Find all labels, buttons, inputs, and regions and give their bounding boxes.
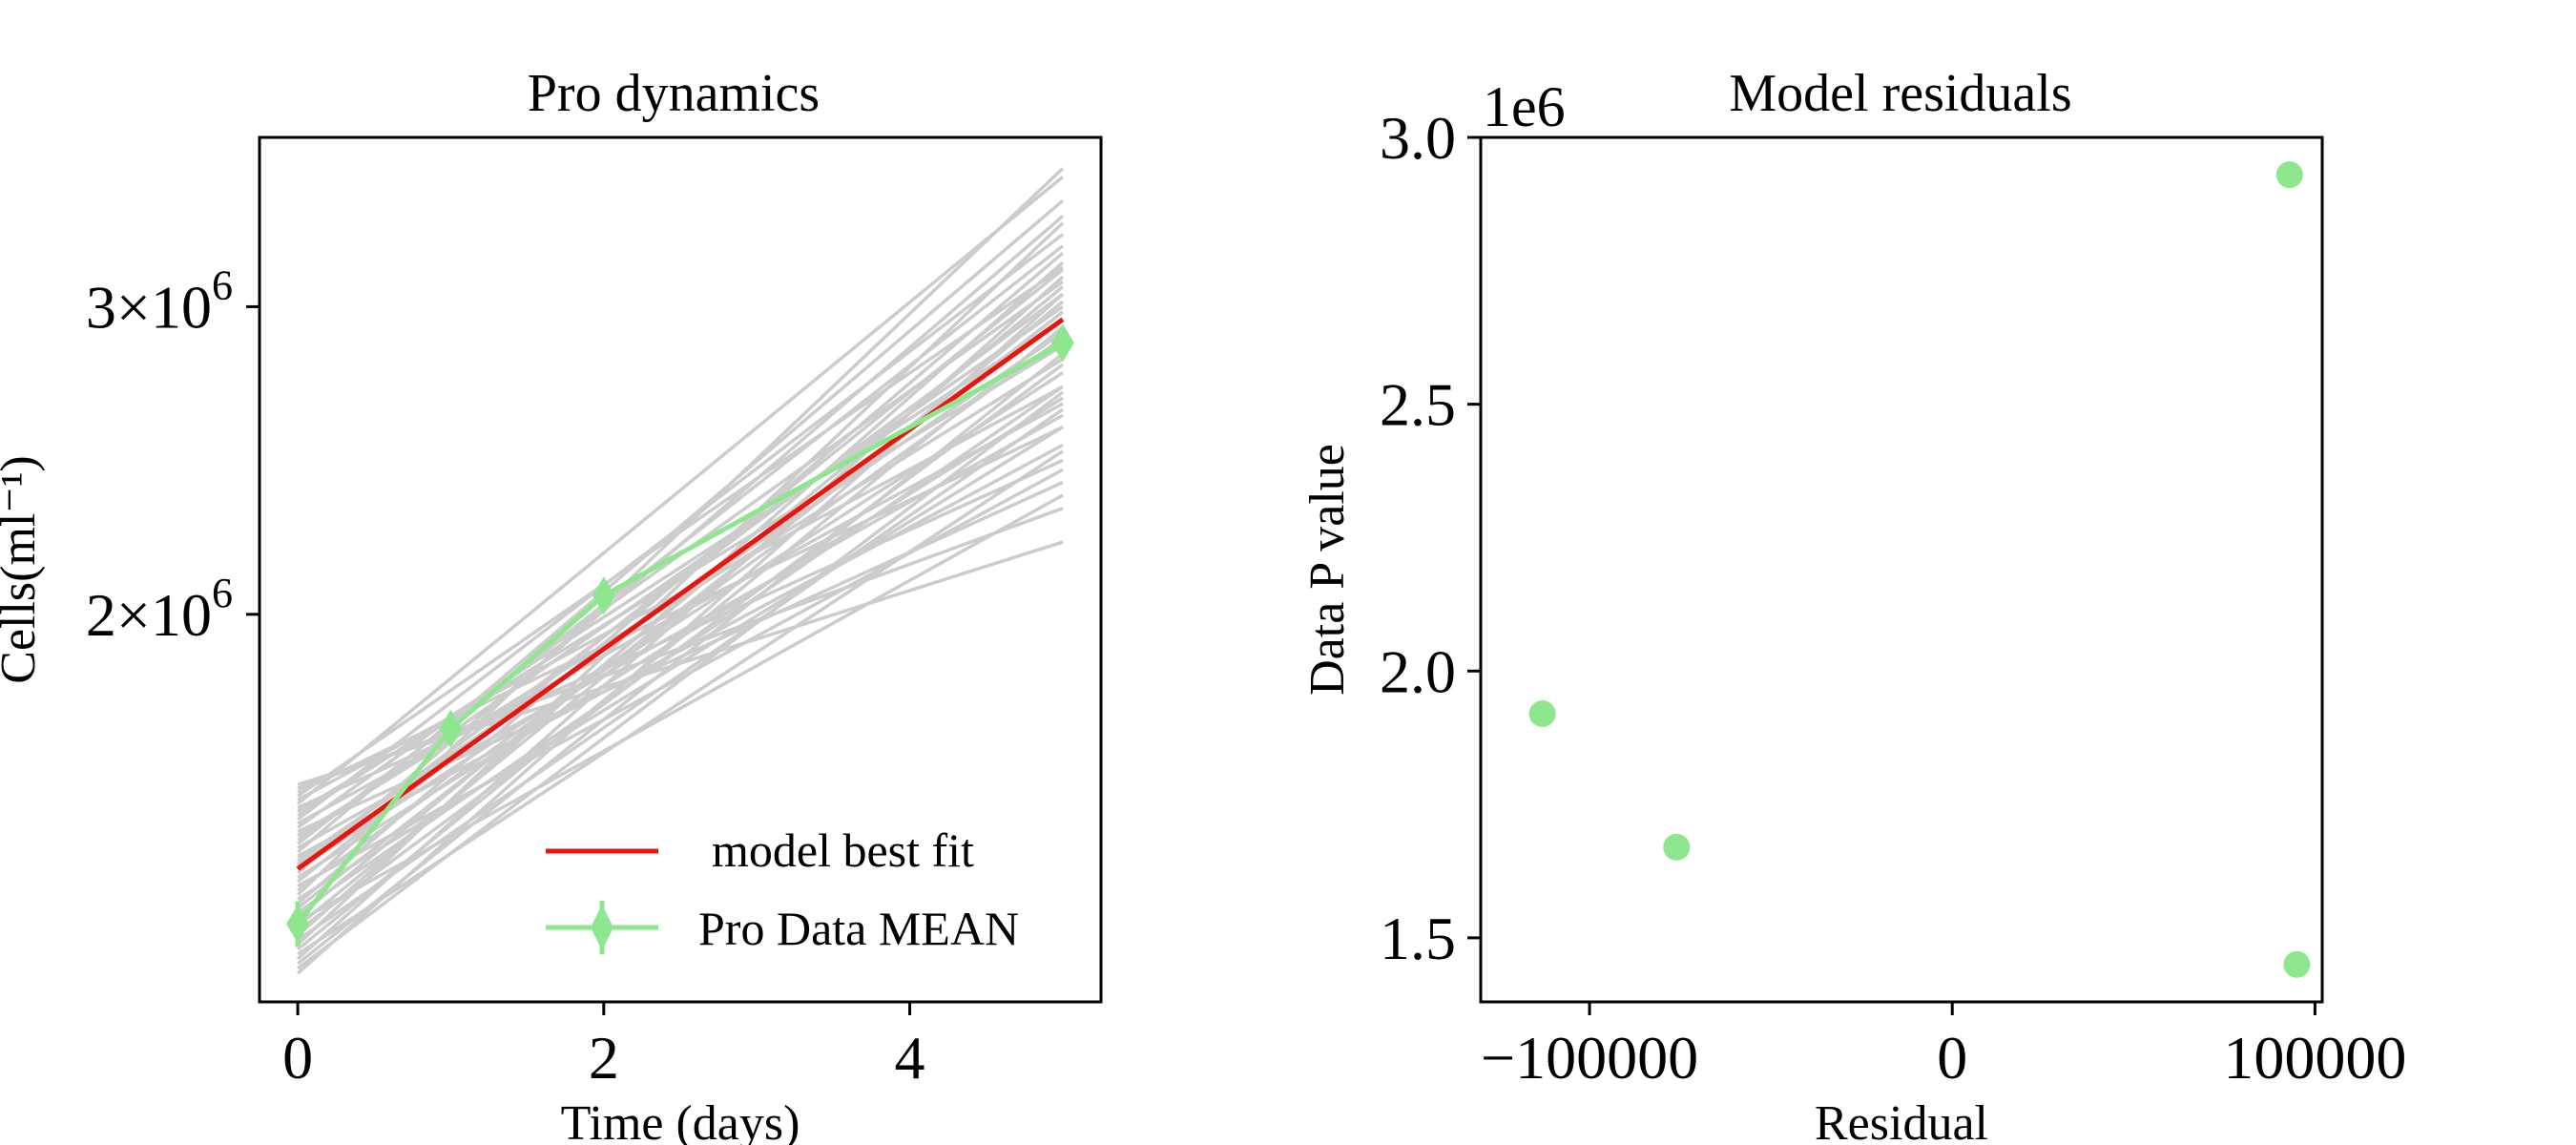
ensemble-line <box>296 175 1065 805</box>
scatter-point <box>2275 161 2303 189</box>
legend-marker-pro-data-mean <box>591 905 613 950</box>
chart-model-residuals: Model residuals 1e6 −100000 0 100000 1.5 2.… <box>1300 64 2406 1145</box>
ensemble-line <box>296 167 1065 896</box>
ensemble-line <box>297 318 1064 818</box>
y-axis: 1.5 2.0 2.5 3.0 <box>1380 104 1481 972</box>
legend-label-pro-data-mean: Pro Data MEAN <box>698 902 1019 955</box>
x-tick-label: −100000 <box>1481 1024 1698 1092</box>
y-axis: 2×106 3×106 <box>86 261 260 649</box>
x-axis-label: Residual <box>1815 1096 1988 1145</box>
y-tick-label: 2.0 <box>1380 637 1456 705</box>
y-tick-label: 3.0 <box>1380 104 1456 172</box>
x-tick-label: 2 <box>589 1024 619 1092</box>
ensemble-line <box>297 363 1064 932</box>
series-line-pro-data-mean <box>296 341 1065 926</box>
chart-title: Pro dynamics <box>528 64 820 123</box>
x-axis-label: Time (days) <box>561 1096 800 1145</box>
series-line-model-best-fit <box>296 317 1065 871</box>
ensemble-line <box>296 251 1065 906</box>
y-tick-label: 3×106 <box>86 261 233 341</box>
x-axis: −100000 0 100000 <box>1481 1002 2406 1092</box>
legend: model best fit Pro Data MEAN <box>546 823 1019 955</box>
ensemble-line <box>296 275 1065 961</box>
ensemble-line <box>297 304 1064 842</box>
y-tick-label: 1.5 <box>1380 905 1456 972</box>
data-point <box>592 576 615 615</box>
plot-area <box>286 167 1074 975</box>
legend-label-model-best-fit: model best fit <box>712 823 974 877</box>
y-axis-label: Data P value <box>1300 444 1355 696</box>
ensemble-line <box>297 390 1064 970</box>
ensemble-line <box>296 221 1065 947</box>
axes-frame <box>258 135 1103 1004</box>
x-tick-label: 0 <box>282 1024 313 1092</box>
data-point <box>1050 323 1074 363</box>
data-point <box>439 709 463 748</box>
plot-area <box>1528 161 2311 978</box>
scatter-point <box>2283 950 2311 978</box>
x-tick-label: 0 <box>1937 1024 1967 1092</box>
ensemble-line <box>297 468 1064 888</box>
y-offset-label: 1e6 <box>1483 75 1566 138</box>
scatter-point <box>1663 833 1691 861</box>
ensemble-line <box>297 449 1064 956</box>
y-tick-label: 2.5 <box>1380 371 1456 439</box>
x-tick-label: 100000 <box>2223 1024 2406 1092</box>
y-tick-label: 2×106 <box>86 570 233 649</box>
axes-frame <box>1479 135 2324 1004</box>
ensemble-line <box>296 292 1065 975</box>
data-point <box>286 905 310 944</box>
ensemble-line <box>296 198 1065 854</box>
scatter-point <box>1528 700 1556 727</box>
y-axis-label: Cells(ml⁻¹) <box>0 455 46 683</box>
ensemble-line <box>297 407 1064 942</box>
x-axis: 0 2 4 <box>282 1002 925 1092</box>
chart-title: Model residuals <box>1729 64 2071 123</box>
x-tick-label: 4 <box>895 1024 925 1092</box>
